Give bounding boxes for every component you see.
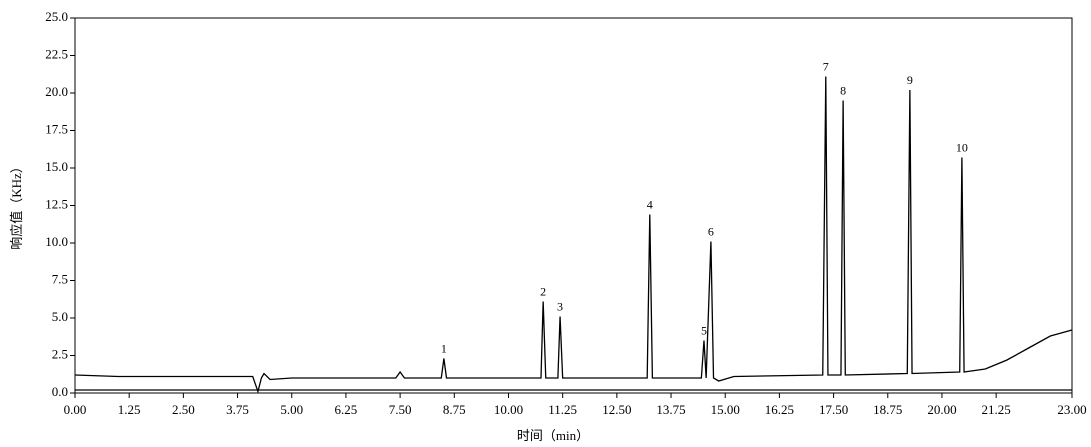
y-tick-label: 20.0 — [45, 84, 68, 99]
y-tick-label: 5.0 — [52, 309, 68, 324]
y-tick-label: 17.5 — [45, 121, 68, 136]
peak-label: 3 — [557, 299, 563, 313]
peak-label: 4 — [647, 197, 653, 211]
x-tick-label: 8.75 — [443, 402, 466, 417]
x-tick-label: 7.50 — [389, 402, 412, 417]
y-tick-label: 10.0 — [45, 234, 68, 249]
peak-label: 5 — [701, 323, 707, 337]
peak-label: 2 — [540, 284, 546, 298]
y-tick-label: 22.5 — [45, 46, 68, 61]
x-tick-label: 12.50 — [602, 402, 631, 417]
peak-label: 6 — [708, 224, 714, 238]
x-tick-label: 13.75 — [656, 402, 685, 417]
y-tick-label: 2.5 — [52, 346, 68, 361]
x-tick-label: 2.50 — [172, 402, 195, 417]
x-tick-label: 3.75 — [226, 402, 249, 417]
y-tick-label: 12.5 — [45, 196, 68, 211]
x-axis-label: 时间（min） — [517, 428, 589, 443]
x-tick-label: 21.25 — [982, 402, 1011, 417]
peak-label: 10 — [956, 140, 968, 154]
x-tick-label: 0.00 — [64, 402, 87, 417]
x-tick-label: 18.75 — [873, 402, 902, 417]
x-tick-label: 23.00 — [1057, 402, 1086, 417]
x-tick-label: 1.25 — [118, 402, 141, 417]
x-tick-label: 10.00 — [494, 402, 523, 417]
y-tick-label: 25.0 — [45, 9, 68, 24]
y-axis-label: 响应值（KHz） — [9, 160, 24, 250]
y-tick-label: 15.0 — [45, 159, 68, 174]
x-tick-label: 15.00 — [711, 402, 740, 417]
peak-label: 8 — [840, 83, 846, 97]
x-tick-label: 5.00 — [280, 402, 303, 417]
x-tick-label: 16.25 — [765, 402, 794, 417]
peak-label: 9 — [907, 73, 913, 87]
plot-frame — [74, 17, 1073, 394]
trace — [74, 76, 1073, 394]
x-tick-label: 11.25 — [548, 402, 577, 417]
y-tick-label: 0.0 — [52, 384, 68, 399]
x-tick-label: 6.25 — [335, 402, 358, 417]
x-tick-label: 20.00 — [927, 402, 956, 417]
y-tick-label: 7.5 — [52, 271, 68, 286]
peak-label: 7 — [823, 59, 829, 73]
peak-label: 1 — [441, 341, 447, 355]
x-tick-label: 17.50 — [819, 402, 848, 417]
